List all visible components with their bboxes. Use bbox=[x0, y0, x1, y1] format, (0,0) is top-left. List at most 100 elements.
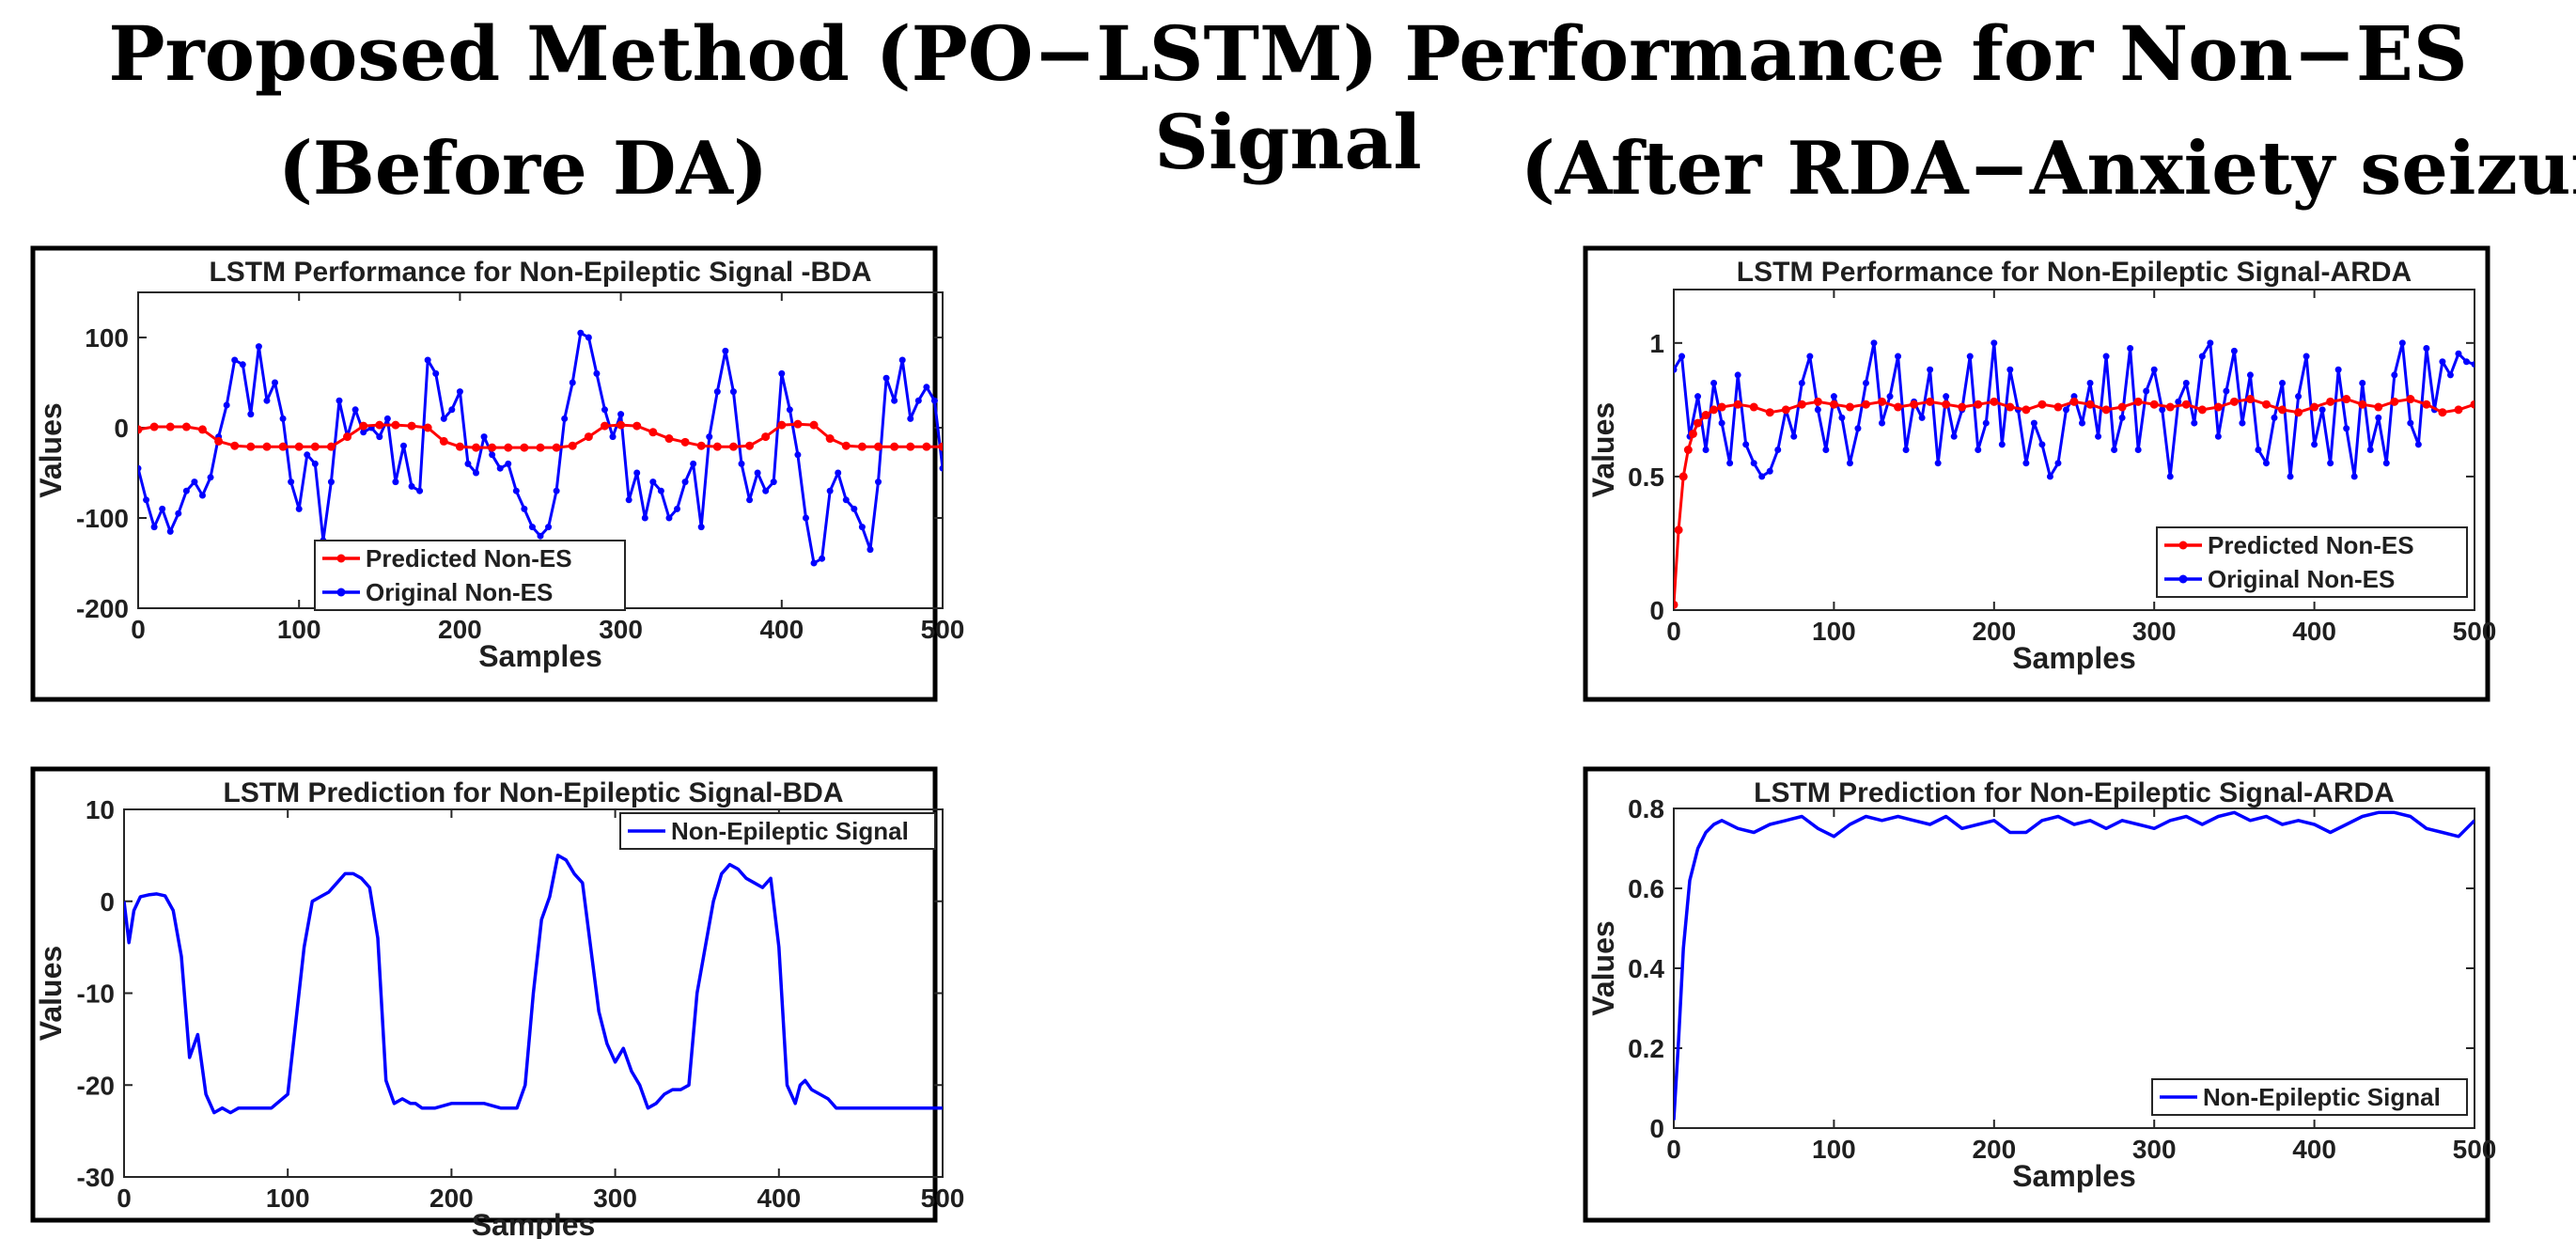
x-tick-label: 300 bbox=[599, 615, 643, 644]
data-point bbox=[2334, 366, 2342, 373]
legend-marker bbox=[2178, 541, 2188, 550]
data-point bbox=[456, 388, 463, 396]
data-point bbox=[2390, 397, 2399, 406]
y-tick-label: 0 bbox=[100, 887, 115, 917]
data-point bbox=[2470, 400, 2475, 409]
data-point bbox=[786, 406, 793, 414]
data-point bbox=[729, 388, 737, 396]
data-point bbox=[255, 343, 262, 351]
data-point bbox=[1910, 400, 1919, 409]
data-point bbox=[2310, 402, 2319, 412]
y-tick-label: 0.8 bbox=[1628, 794, 1664, 823]
data-point bbox=[1942, 400, 1951, 409]
data-point bbox=[745, 441, 755, 450]
y-tick-label: 0 bbox=[114, 414, 129, 443]
data-point bbox=[2102, 353, 2110, 360]
x-tick-label: 100 bbox=[1812, 1135, 1856, 1164]
legend-label: Predicted Non-ES bbox=[2208, 531, 2414, 559]
data-point bbox=[906, 442, 915, 451]
data-point bbox=[1758, 473, 1766, 480]
data-point bbox=[2101, 405, 2111, 415]
data-point bbox=[914, 397, 922, 404]
data-point bbox=[1718, 419, 1725, 427]
data-point bbox=[2214, 432, 2222, 440]
data-point bbox=[600, 421, 609, 431]
legend-label: Original Non-ES bbox=[366, 578, 553, 606]
x-tick-label: 200 bbox=[429, 1184, 474, 1213]
data-point bbox=[2374, 402, 2383, 412]
legend: Predicted Non-ES Original Non-ES bbox=[314, 540, 626, 611]
y-tick-label: 0 bbox=[1649, 596, 1664, 625]
data-point bbox=[288, 478, 295, 486]
x-tick-label: 400 bbox=[2292, 1135, 2336, 1164]
data-point bbox=[1878, 397, 1887, 406]
data-point bbox=[728, 442, 738, 451]
figure-frame bbox=[1583, 245, 2490, 702]
data-point bbox=[230, 441, 240, 450]
data-point bbox=[890, 442, 899, 451]
data-point bbox=[939, 464, 943, 472]
x-tick-label: 300 bbox=[2132, 617, 2177, 646]
data-point bbox=[2133, 397, 2143, 406]
y-tick-label: 0 bbox=[1649, 1114, 1664, 1143]
data-point bbox=[778, 369, 786, 377]
data-point bbox=[520, 443, 529, 452]
data-point bbox=[159, 505, 166, 512]
x-tick-label: 500 bbox=[2453, 617, 2497, 646]
data-point bbox=[754, 469, 761, 477]
data-point bbox=[2358, 400, 2367, 409]
y-axis-label: Values bbox=[1586, 920, 1620, 1015]
y-tick-label: 0.6 bbox=[1628, 874, 1664, 903]
data-point bbox=[561, 415, 569, 422]
legend-marker bbox=[336, 588, 346, 597]
series-line bbox=[1674, 810, 2475, 1121]
data-point bbox=[440, 415, 447, 422]
data-point bbox=[1742, 441, 1750, 448]
data-point bbox=[1822, 447, 1830, 453]
data-point bbox=[857, 442, 866, 451]
data-point bbox=[2165, 402, 2175, 412]
y-tick-label: -100 bbox=[76, 504, 129, 533]
data-point bbox=[2245, 395, 2255, 404]
data-point bbox=[819, 555, 826, 562]
data-point bbox=[416, 487, 424, 494]
data-point bbox=[2239, 419, 2246, 427]
data-point bbox=[1830, 393, 1837, 400]
data-point bbox=[2382, 460, 2390, 467]
data-point bbox=[1966, 353, 1974, 360]
data-point bbox=[1750, 460, 1757, 467]
data-point bbox=[1674, 525, 1683, 535]
data-point bbox=[706, 433, 713, 441]
data-point bbox=[2311, 441, 2318, 448]
data-point bbox=[2327, 460, 2334, 467]
data-point bbox=[649, 478, 657, 486]
x-axis-label: Samples bbox=[478, 639, 602, 673]
figure-title: Proposed Method (PO−LSTM) Performance fo… bbox=[108, 9, 2468, 186]
data-point bbox=[770, 478, 777, 486]
data-point bbox=[601, 406, 608, 414]
data-point bbox=[1701, 411, 1710, 420]
data-point bbox=[231, 356, 239, 364]
data-point bbox=[480, 433, 488, 441]
data-point bbox=[738, 460, 745, 467]
data-point bbox=[2454, 405, 2463, 415]
data-point bbox=[1790, 432, 1798, 440]
y-tick-label: 100 bbox=[85, 323, 129, 353]
series-original-non-es bbox=[1674, 339, 2475, 480]
data-point bbox=[2350, 473, 2358, 480]
data-point bbox=[537, 532, 544, 540]
legend-label: Non-Epileptic Signal bbox=[2203, 1083, 2441, 1111]
data-point bbox=[375, 420, 384, 430]
data-point bbox=[1846, 460, 1853, 467]
y-tick-label: -200 bbox=[76, 594, 129, 623]
data-point bbox=[1894, 402, 1903, 412]
x-axis-label: Samples bbox=[2012, 641, 2136, 675]
chart-bda-prediction: LSTM Prediction for Non-Epileptic Signal… bbox=[30, 766, 964, 1239]
x-axis-label: Samples bbox=[2012, 1159, 2136, 1193]
data-point bbox=[262, 442, 272, 451]
data-point bbox=[681, 478, 689, 486]
data-point bbox=[181, 422, 191, 431]
data-point bbox=[690, 460, 697, 467]
data-point bbox=[1934, 460, 1942, 467]
